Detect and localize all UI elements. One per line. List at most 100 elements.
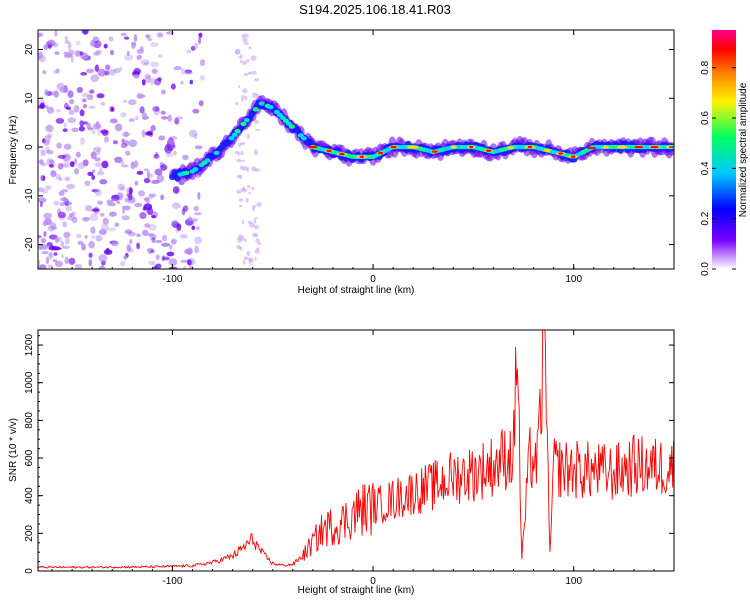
noise-blob: [184, 69, 193, 74]
y-tick-label: 400: [24, 487, 35, 504]
ridge-peak: [634, 145, 644, 149]
noise-blob: [154, 168, 163, 176]
noise-blob: [161, 89, 166, 95]
snr-plot-area: [38, 330, 674, 571]
noise-blob: [60, 189, 69, 193]
noise-blob: [81, 98, 87, 103]
noise-blob: [145, 34, 151, 39]
noise-blob: [97, 40, 101, 45]
noise-blob: [119, 260, 126, 267]
noise-blob: [88, 90, 94, 94]
noise-blob: [99, 212, 105, 216]
noise-blob: [141, 112, 148, 120]
noise-blob: [47, 44, 52, 49]
noise-blob: [75, 40, 81, 46]
y-tick-label: 20: [24, 44, 35, 56]
noise-blob: [124, 54, 134, 61]
noise-blob: [248, 257, 252, 264]
noise-blob: [38, 54, 46, 63]
noise-blob: [125, 150, 131, 156]
noise-blob: [236, 174, 242, 179]
noise-blob: [144, 73, 152, 80]
ridge-peak: [431, 150, 438, 153]
noise-blob: [67, 41, 72, 50]
ridge-peak: [507, 146, 514, 150]
noise-blob: [191, 225, 196, 230]
noise-blob: [94, 157, 101, 162]
noise-blob: [62, 160, 71, 169]
noise-blob: [90, 89, 95, 94]
noise-blob: [242, 142, 246, 145]
noise-blob: [63, 122, 67, 128]
noise-blob: [64, 256, 69, 265]
noise-blob: [64, 40, 70, 44]
noise-blob: [144, 61, 149, 65]
noise-blob: [250, 70, 257, 75]
noise-blob: [148, 260, 156, 266]
noise-blob: [161, 116, 169, 120]
noise-blob: [114, 123, 123, 132]
noise-blob: [155, 106, 160, 112]
noise-blob: [38, 235, 42, 239]
noise-blob: [61, 254, 65, 259]
noise-blob: [85, 205, 93, 212]
noise-blob: [199, 59, 206, 67]
noise-blob: [121, 205, 131, 210]
noise-blob: [143, 177, 151, 184]
noise-blob: [74, 168, 80, 175]
noise-blob: [252, 207, 255, 211]
noise-blob: [121, 138, 126, 144]
noise-blob: [139, 106, 145, 114]
noise-blob: [97, 68, 107, 77]
noise-blob: [107, 202, 116, 207]
noise-blob: [166, 251, 175, 257]
spectrogram-y-axis-label: Frequency (Hz): [8, 116, 19, 185]
noise-blob: [99, 167, 103, 172]
noise-blob: [145, 75, 152, 83]
noise-blob: [236, 158, 242, 163]
noise-blob: [38, 32, 44, 37]
noise-blob: [133, 73, 140, 79]
noise-blob: [90, 74, 99, 83]
noise-blob: [43, 212, 52, 219]
noise-blob: [123, 131, 129, 138]
noise-blob: [147, 38, 153, 41]
noise-blob: [156, 174, 165, 183]
noise-blob: [169, 244, 173, 250]
noise-blob: [139, 212, 147, 219]
noise-blob: [103, 43, 108, 49]
noise-blob: [40, 237, 46, 244]
noise-blob: [109, 106, 115, 113]
noise-blob: [57, 154, 66, 159]
noise-blob: [136, 170, 144, 175]
noise-blob: [53, 42, 59, 48]
noise-blob: [152, 105, 160, 112]
ridge-core: [204, 158, 211, 163]
noise-blob: [253, 119, 260, 124]
noise-blob: [147, 173, 154, 178]
noise-blob: [74, 50, 82, 57]
noise-blob: [251, 186, 255, 191]
noise-blob: [63, 231, 71, 238]
noise-blob: [64, 54, 72, 58]
noise-blob: [133, 34, 138, 42]
noise-blob: [42, 220, 48, 227]
noise-blob: [256, 247, 260, 250]
noise-blob: [97, 200, 103, 205]
noise-blob: [149, 132, 154, 138]
noise-blob: [242, 60, 248, 65]
noise-blob: [91, 128, 96, 135]
noise-blob: [114, 156, 123, 163]
noise-blob: [136, 48, 144, 55]
noise-blob: [56, 142, 63, 149]
noise-blob: [39, 102, 46, 110]
ridge-core: [300, 136, 307, 141]
snr-series-line: [38, 565, 93, 569]
noise-blob: [70, 55, 74, 63]
noise-blob: [253, 233, 259, 238]
y-tick-label: -20: [24, 237, 35, 252]
noise-blob: [173, 150, 177, 156]
noise-blob: [251, 166, 257, 172]
snr-series-line: [146, 562, 201, 569]
